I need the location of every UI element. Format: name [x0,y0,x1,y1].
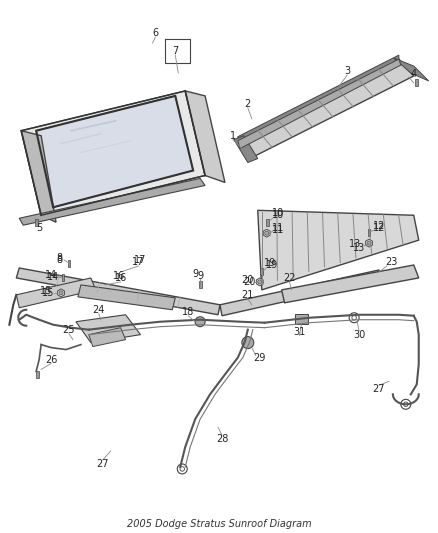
Circle shape [242,337,254,349]
Polygon shape [263,229,270,237]
Text: 25: 25 [63,325,75,335]
Polygon shape [19,179,205,225]
Polygon shape [21,91,205,215]
Bar [67,260,71,266]
Text: 3: 3 [344,66,350,76]
Polygon shape [76,315,141,343]
Text: 15: 15 [42,288,54,298]
Text: 21: 21 [242,290,254,300]
Polygon shape [21,131,56,222]
Text: 20: 20 [242,275,254,285]
Text: 4: 4 [411,69,417,79]
Text: 26: 26 [45,354,57,365]
Bar [62,274,64,281]
Text: 18: 18 [182,307,194,317]
Text: 16: 16 [114,273,127,283]
Text: 8: 8 [56,255,62,265]
Text: 31: 31 [293,327,306,337]
Text: 13: 13 [353,243,365,253]
Text: 9: 9 [197,271,203,281]
Text: 11: 11 [272,223,284,233]
Text: 14: 14 [45,270,57,280]
Circle shape [265,231,268,235]
Text: 19: 19 [265,260,278,270]
Text: 5: 5 [36,223,42,233]
Polygon shape [258,211,419,290]
Text: 8: 8 [56,253,62,263]
Text: 13: 13 [349,239,361,249]
Bar [367,229,371,236]
Polygon shape [238,59,414,158]
Polygon shape [282,265,419,303]
Text: 12: 12 [373,223,385,233]
Text: 12: 12 [373,221,385,231]
Text: 10: 10 [272,210,284,220]
Text: 20: 20 [244,277,256,287]
Text: 17: 17 [132,257,145,267]
Text: 30: 30 [353,329,365,340]
Bar [36,371,39,378]
Text: 17: 17 [134,255,147,265]
Polygon shape [256,278,263,286]
Text: 9: 9 [192,269,198,279]
Polygon shape [57,289,64,297]
Circle shape [59,291,63,295]
Polygon shape [16,268,220,315]
Text: 22: 22 [283,273,296,283]
Bar [199,281,201,288]
Text: 10: 10 [272,208,284,219]
Polygon shape [220,270,381,316]
Circle shape [258,280,262,284]
Polygon shape [234,136,258,163]
Text: 11: 11 [272,225,284,235]
Polygon shape [366,239,372,247]
Polygon shape [89,328,126,346]
Text: 19: 19 [264,258,276,268]
Bar [294,314,308,324]
Polygon shape [78,285,175,310]
Text: 14: 14 [47,272,59,282]
Text: 29: 29 [254,352,266,362]
Polygon shape [238,59,401,149]
Text: 7: 7 [172,46,178,56]
Text: 6: 6 [152,28,159,38]
Bar [415,79,418,86]
Text: 27: 27 [373,384,385,394]
Text: 16: 16 [113,271,125,281]
Polygon shape [16,278,96,308]
Bar [35,219,38,225]
Polygon shape [185,91,225,182]
Text: 24: 24 [92,305,105,315]
Text: 23: 23 [386,257,398,267]
Circle shape [195,317,205,327]
Polygon shape [238,55,399,143]
Polygon shape [394,58,429,81]
Bar [260,269,263,276]
Polygon shape [36,96,193,207]
Text: 27: 27 [96,459,109,469]
Circle shape [367,241,371,245]
Bar [266,219,269,225]
Text: 1: 1 [230,131,236,141]
Text: 2005 Dodge Stratus Sunroof Diagram: 2005 Dodge Stratus Sunroof Diagram [127,519,311,529]
Text: 15: 15 [40,286,52,296]
Text: 2: 2 [245,99,251,109]
Text: 28: 28 [216,434,228,444]
